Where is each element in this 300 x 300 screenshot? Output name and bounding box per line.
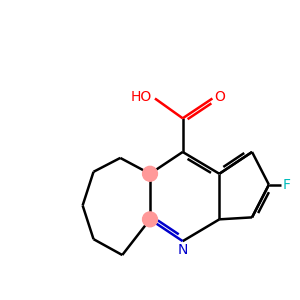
Text: F: F — [283, 178, 291, 192]
Text: O: O — [214, 89, 225, 103]
Circle shape — [142, 212, 158, 227]
Circle shape — [142, 166, 158, 181]
Text: HO: HO — [131, 89, 152, 103]
Text: N: N — [178, 243, 188, 257]
